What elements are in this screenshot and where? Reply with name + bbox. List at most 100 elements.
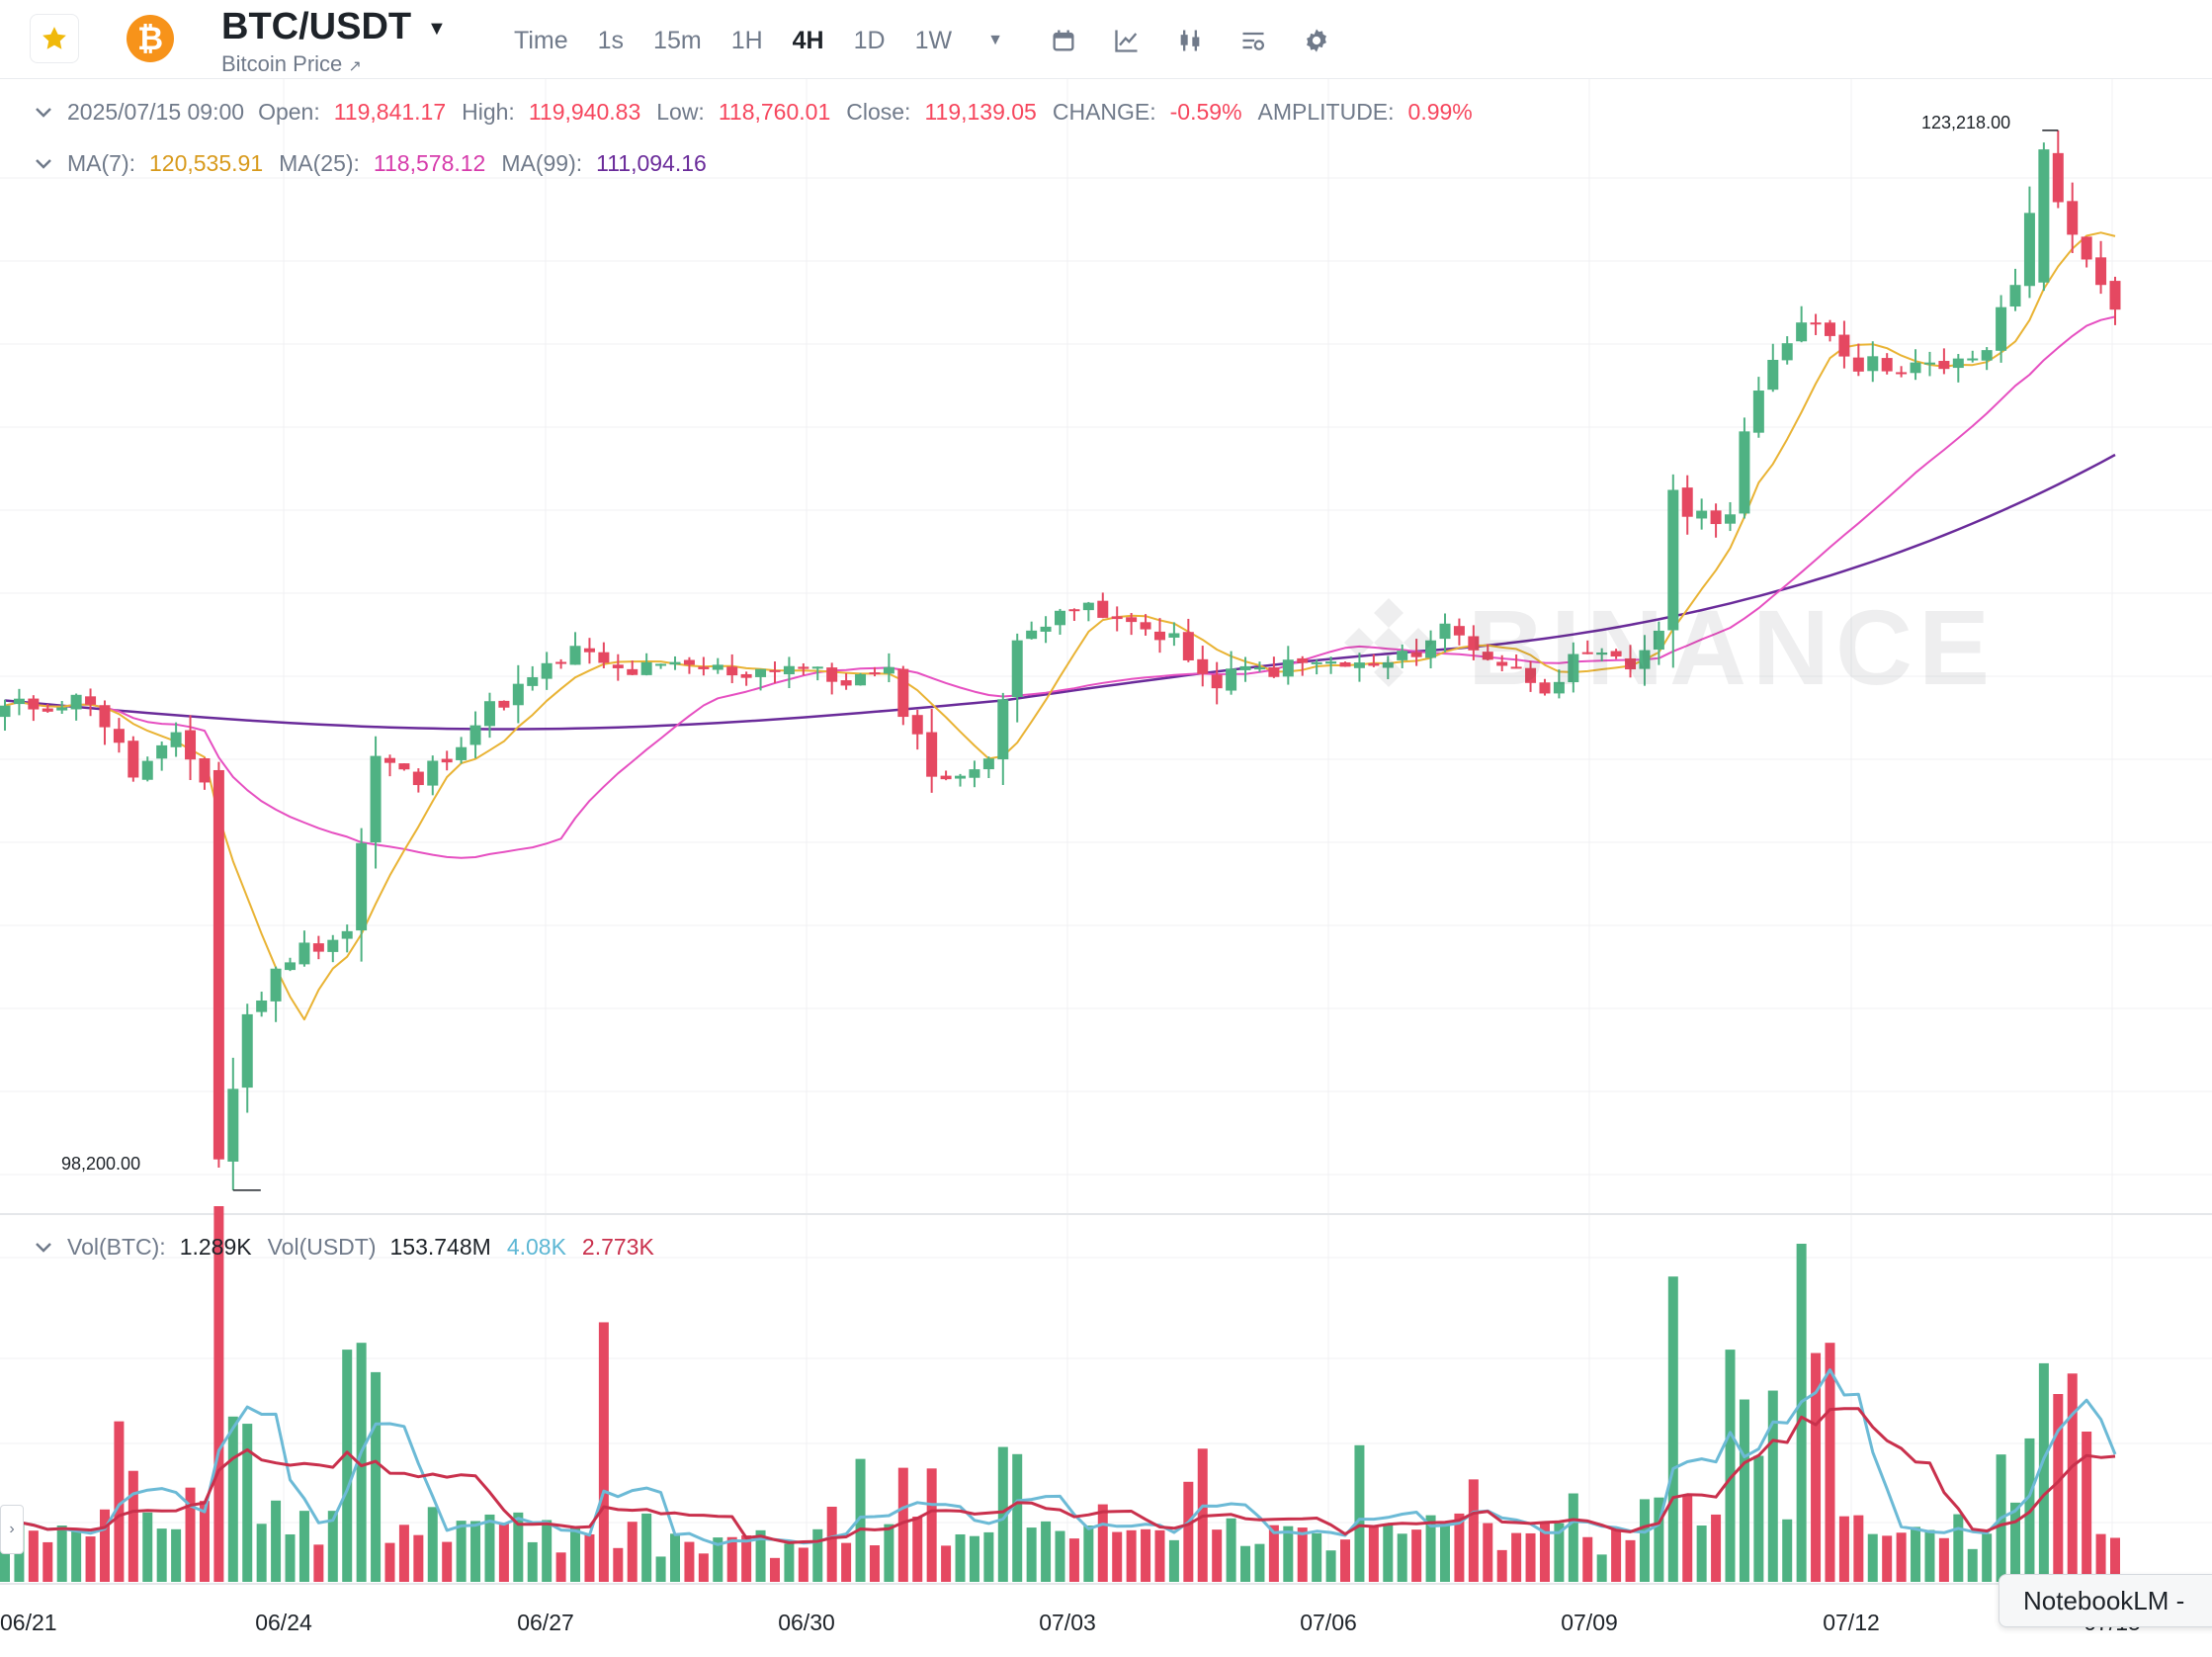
favorite-star-button[interactable]: [30, 14, 79, 63]
candle-body: [627, 668, 638, 675]
candle-body: [1653, 630, 1664, 651]
tf-4h[interactable]: 4H: [792, 26, 824, 54]
tf-time[interactable]: Time: [514, 26, 568, 54]
volume-bar: [442, 1541, 453, 1582]
vol-btc-label: Vol(BTC):: [67, 1234, 166, 1260]
candle-body: [683, 659, 695, 665]
candle-body: [1767, 359, 1779, 391]
tf-1w[interactable]: 1W: [914, 26, 953, 54]
candle-body: [926, 732, 938, 777]
candle-body: [256, 1000, 268, 1012]
candle-body: [1011, 640, 1023, 697]
candle-body: [327, 939, 339, 952]
volume-bar: [1753, 1455, 1764, 1582]
calendar-icon[interactable]: [1047, 24, 1080, 57]
candle-body: [1211, 674, 1223, 689]
candle-body: [1553, 681, 1565, 694]
open-label: Open:: [258, 99, 320, 125]
volume-bar: [1682, 1495, 1693, 1582]
volume-bar: [1924, 1529, 1935, 1582]
volume-bar: [1896, 1532, 1907, 1582]
candle-body: [1881, 358, 1893, 372]
bitcoin-price-link[interactable]: Bitcoin Price ↗: [221, 51, 362, 77]
x-axis-label: 06/27: [517, 1610, 574, 1635]
candle-body: [698, 666, 710, 669]
low-label: Low:: [656, 99, 705, 125]
tf-1h[interactable]: 1H: [730, 26, 763, 54]
candle-body: [1268, 666, 1280, 677]
high-value: 119,940.83: [528, 99, 641, 125]
vol-usdt-label: Vol(USDT): [267, 1234, 377, 1260]
candle-body: [1967, 358, 1979, 361]
volume-bar: [627, 1522, 638, 1582]
volume-bar: [698, 1553, 709, 1582]
collapse-chevron-icon[interactable]: [34, 1241, 53, 1255]
volume-bar: [1739, 1399, 1749, 1582]
candle-body: [1710, 510, 1722, 525]
tf-1s[interactable]: 1s: [597, 26, 625, 54]
volume-bar: [926, 1468, 937, 1582]
candle-body: [1696, 510, 1708, 519]
volume-bar: [1283, 1526, 1294, 1582]
subtitle-text: Bitcoin Price: [221, 51, 343, 76]
collapse-chevron-icon[interactable]: [34, 106, 53, 120]
volume-bar: [855, 1458, 866, 1582]
volume-bar: [1568, 1493, 1578, 1582]
volume-bar: [1183, 1481, 1194, 1582]
gear-icon[interactable]: [1300, 24, 1333, 57]
high-price-label: 123,218.00: [1921, 113, 2011, 132]
candle-type-icon[interactable]: [1173, 24, 1207, 57]
candlestick-chart[interactable]: [0, 79, 2212, 1657]
scroll-left-handle[interactable]: ›: [0, 1505, 24, 1554]
volume-bar: [912, 1517, 923, 1582]
candle-body: [598, 652, 610, 663]
volume-bar: [99, 1509, 110, 1582]
candle-body: [469, 725, 481, 745]
candle-body: [726, 666, 738, 676]
volume-bar: [313, 1544, 324, 1582]
volume-bar: [897, 1467, 908, 1582]
candle-body: [2023, 213, 2035, 287]
pair-title[interactable]: BTC/USDT: [221, 6, 412, 47]
candle-body: [498, 700, 510, 708]
timeframe-more-dropdown-icon[interactable]: ▼: [987, 32, 1003, 48]
volume-bar: [598, 1322, 609, 1582]
chart-layout-icon[interactable]: [1236, 24, 1270, 57]
candle-body: [712, 664, 723, 670]
bitcoin-logo-icon: ₿: [127, 15, 174, 62]
low-price-label: 98,200.00: [61, 1154, 141, 1174]
candle-body: [1226, 668, 1237, 691]
candle-body: [541, 662, 553, 679]
candle-body: [1952, 358, 1964, 369]
volume-bar: [498, 1523, 509, 1582]
pair-dropdown-caret-icon[interactable]: ▼: [427, 18, 447, 40]
volume-bar: [670, 1533, 681, 1582]
indicator-icon[interactable]: [1110, 24, 1144, 57]
volume-bar: [755, 1529, 766, 1582]
candle-body: [1896, 372, 1908, 375]
candle-body: [1339, 661, 1351, 667]
candle-body: [955, 775, 967, 779]
candle-body: [1796, 322, 1808, 342]
volume-bar: [1625, 1539, 1636, 1582]
candle-body: [1382, 661, 1394, 668]
tf-15m[interactable]: 15m: [653, 26, 702, 54]
candle-body: [113, 729, 125, 743]
volume-bar: [1953, 1514, 1964, 1582]
collapse-chevron-icon[interactable]: [34, 157, 53, 171]
candle-body: [1539, 682, 1551, 694]
candle-body: [869, 672, 881, 675]
candle-body: [383, 757, 395, 763]
volume-bar: [584, 1533, 595, 1582]
candle-body: [769, 669, 781, 672]
candle-body: [669, 661, 681, 665]
volume-bar: [1397, 1533, 1407, 1582]
amplitude-label: AMPLITUDE:: [1257, 99, 1395, 125]
candle-body: [441, 758, 453, 763]
notebooklm-popup[interactable]: NotebookLM -: [1999, 1574, 2212, 1627]
tf-1d[interactable]: 1D: [853, 26, 886, 54]
candle-body: [1082, 602, 1094, 611]
candle-body: [312, 943, 324, 952]
candle-body: [1852, 357, 1864, 372]
candles: [0, 130, 2121, 1190]
